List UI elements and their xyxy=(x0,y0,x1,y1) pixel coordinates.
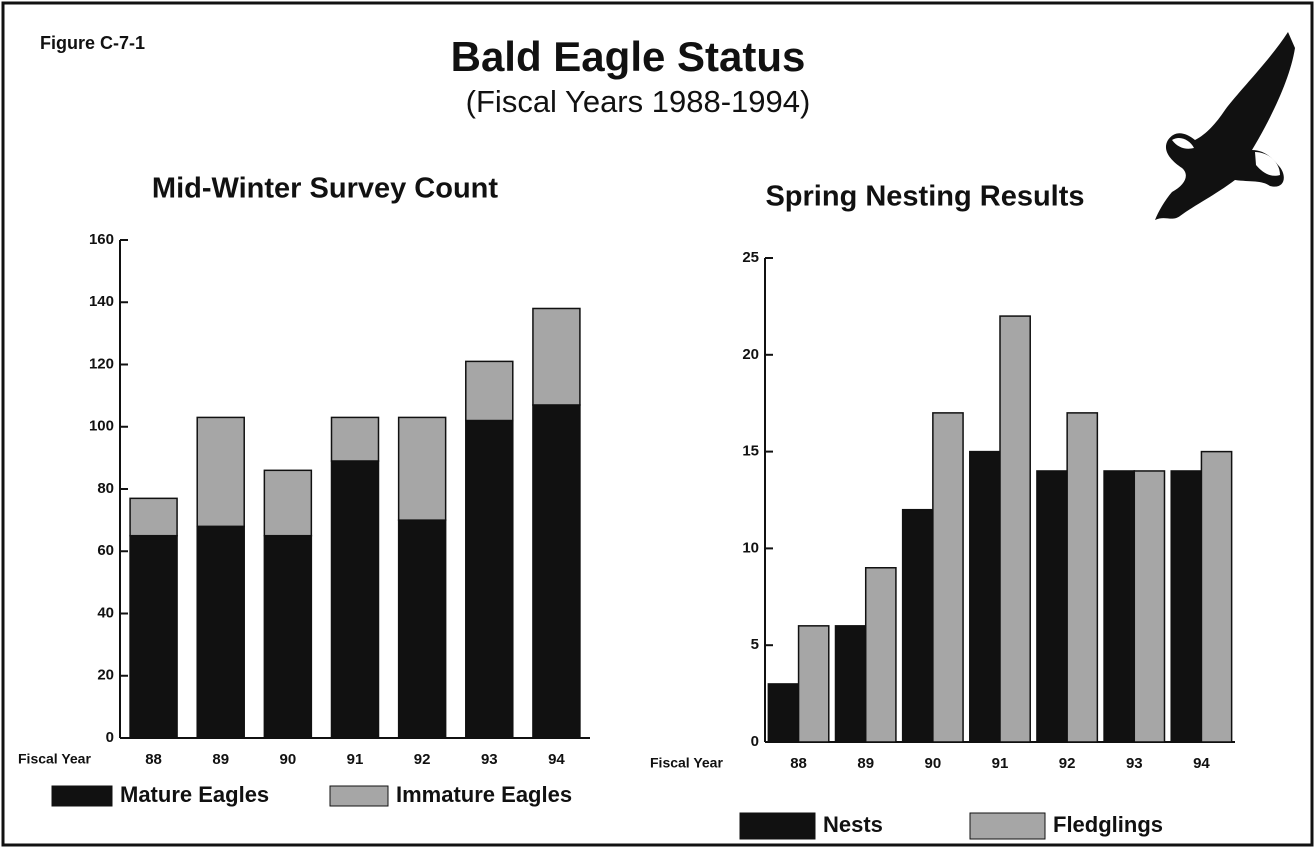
legend-swatch xyxy=(329,785,389,807)
bar xyxy=(864,567,897,743)
legend-label: Fledglings xyxy=(1053,812,1163,837)
bar-segment xyxy=(532,307,581,406)
bar-segment xyxy=(129,497,178,537)
y-tick-label: 40 xyxy=(97,604,114,621)
x-tick-label: 92 xyxy=(1059,755,1076,772)
x-axis-label: Fiscal Year xyxy=(650,755,723,771)
y-tick-label: 20 xyxy=(742,346,759,363)
y-tick-label: 160 xyxy=(89,231,114,248)
bar xyxy=(797,625,830,743)
y-tick-label: 5 xyxy=(751,636,759,653)
y-tick-label: 10 xyxy=(742,539,759,556)
x-tick-label: 90 xyxy=(280,751,297,768)
main-title: Bald Eagle Status xyxy=(451,33,806,80)
bar-segment xyxy=(196,416,245,528)
bar xyxy=(901,508,934,743)
bar-segment xyxy=(263,469,313,537)
legend-swatch xyxy=(969,812,1046,840)
eagle-detail xyxy=(1172,137,1280,176)
y-tick-label: 0 xyxy=(106,729,114,746)
bar-segment xyxy=(532,404,581,739)
bar-segment xyxy=(263,534,313,739)
bar xyxy=(1103,470,1136,743)
x-tick-label: 89 xyxy=(212,751,229,768)
legend-label: Nests xyxy=(823,812,883,837)
y-tick-label: 100 xyxy=(89,418,114,435)
bar-segment xyxy=(129,534,178,739)
y-tick-label: 15 xyxy=(742,443,759,460)
y-tick-label: 20 xyxy=(97,667,114,684)
bar-segment xyxy=(397,416,447,521)
y-tick-label: 0 xyxy=(751,733,759,750)
x-tick-label: 88 xyxy=(145,751,162,768)
bar xyxy=(999,315,1031,743)
y-tick-label: 25 xyxy=(742,249,759,266)
y-tick-label: 80 xyxy=(97,480,114,497)
bar xyxy=(767,683,800,743)
chart-title: Mid-Winter Survey Count xyxy=(152,173,498,205)
x-tick-label: 88 xyxy=(790,755,807,772)
y-tick-label: 140 xyxy=(89,293,114,310)
x-axis-label: Fiscal Year xyxy=(18,751,91,767)
legend-swatch xyxy=(739,812,816,840)
x-tick-label: 90 xyxy=(925,755,942,772)
chart-title: Spring Nesting Results xyxy=(765,181,1084,213)
figure-label: Figure C-7-1 xyxy=(40,33,145,53)
bar-segment xyxy=(330,416,380,462)
y-tick-label: 60 xyxy=(97,542,114,559)
bar xyxy=(834,625,867,743)
legend-label: Mature Eagles xyxy=(120,782,269,807)
bar xyxy=(969,450,1001,743)
bar-segment xyxy=(330,460,380,739)
x-tick-label: 94 xyxy=(1193,755,1210,772)
bar-segment xyxy=(196,525,245,739)
bar-segment xyxy=(397,519,447,739)
subtitle: (Fiscal Years 1988-1994) xyxy=(466,84,811,119)
x-tick-label: 94 xyxy=(548,751,565,768)
x-tick-label: 91 xyxy=(992,755,1009,772)
legend-label: Immature Eagles xyxy=(396,782,572,807)
legend-swatch xyxy=(51,785,113,807)
bar xyxy=(1200,450,1233,743)
bar xyxy=(1170,470,1203,743)
bar xyxy=(1036,470,1068,743)
bar-segment xyxy=(465,360,514,422)
eagle-icon xyxy=(1155,32,1295,220)
y-tick-label: 120 xyxy=(89,355,114,372)
x-tick-label: 91 xyxy=(347,751,364,768)
bar xyxy=(1066,412,1099,743)
x-tick-label: 92 xyxy=(414,751,431,768)
bar xyxy=(1133,470,1166,743)
x-tick-label: 93 xyxy=(481,751,498,768)
bar xyxy=(932,412,964,743)
x-tick-label: 89 xyxy=(857,755,874,772)
x-tick-label: 93 xyxy=(1126,755,1143,772)
bar-segment xyxy=(465,419,514,739)
